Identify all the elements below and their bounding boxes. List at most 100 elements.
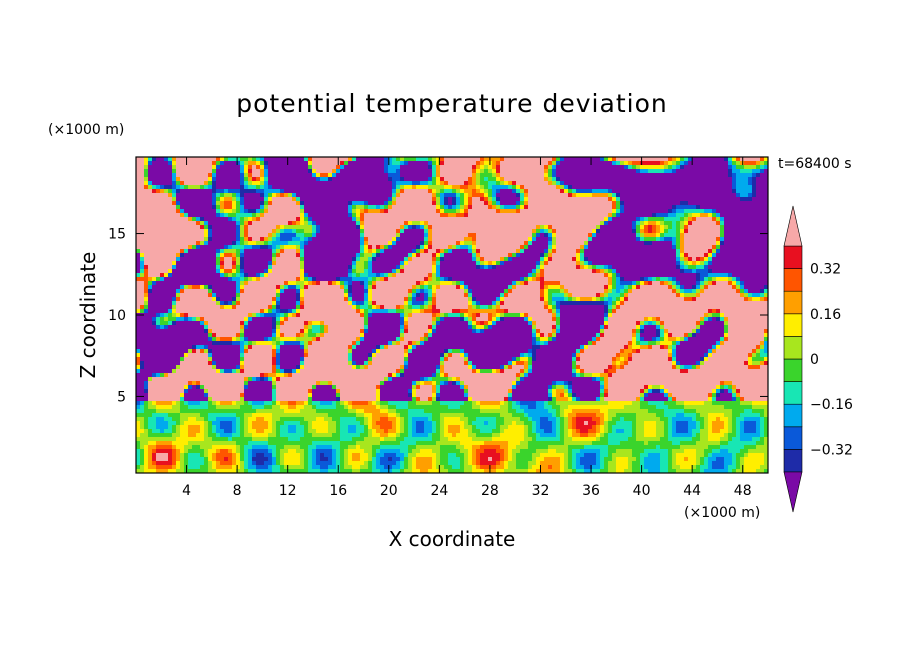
- field-cell: [616, 177, 621, 182]
- field-cell: [296, 185, 301, 190]
- field-cell: [756, 273, 761, 278]
- field-cell: [584, 157, 589, 162]
- field-cell: [140, 165, 145, 170]
- field-cell: [412, 201, 417, 206]
- field-cell: [684, 257, 689, 262]
- field-cell: [196, 273, 201, 278]
- field-cell: [260, 217, 265, 222]
- field-cell: [360, 237, 365, 242]
- field-cell: [512, 169, 517, 174]
- field-cell: [636, 245, 641, 250]
- field-cell: [472, 261, 477, 266]
- field-cell: [724, 273, 729, 278]
- field-cell: [724, 225, 729, 230]
- field-cell: [512, 277, 517, 282]
- field-cell: [328, 217, 333, 222]
- field-cell: [464, 245, 469, 250]
- field-cell: [472, 265, 477, 270]
- field-cell: [688, 189, 693, 194]
- field-cell: [732, 173, 737, 178]
- field-cell: [556, 193, 561, 198]
- field-cell: [548, 217, 553, 222]
- field-cell: [492, 249, 497, 254]
- field-cell: [676, 229, 681, 234]
- field-cell: [304, 241, 309, 246]
- field-cell: [212, 269, 217, 274]
- field-cell: [568, 209, 573, 214]
- field-cell: [160, 241, 165, 246]
- field-cell: [404, 201, 409, 206]
- field-cell: [680, 185, 685, 190]
- field-cell: [200, 257, 205, 262]
- field-cell: [300, 177, 305, 182]
- field-cell: [328, 245, 333, 250]
- field-cell: [420, 193, 425, 198]
- field-cell: [228, 221, 233, 226]
- field-cell: [392, 273, 397, 278]
- field-cell: [756, 173, 761, 178]
- field-cell: [500, 229, 505, 234]
- field-cell: [148, 209, 153, 214]
- field-cell: [588, 161, 593, 166]
- field-cell: [164, 169, 169, 174]
- field-cell: [212, 197, 217, 202]
- field-cell: [356, 189, 361, 194]
- field-cell: [628, 201, 633, 206]
- field-cell: [616, 221, 621, 226]
- field-cell: [244, 197, 249, 202]
- field-cell: [500, 189, 505, 194]
- field-cell: [704, 245, 709, 250]
- field-cell: [568, 165, 573, 170]
- field-cell: [608, 217, 613, 222]
- field-cell: [428, 201, 433, 206]
- field-cell: [744, 225, 749, 230]
- field-cell: [172, 221, 177, 226]
- field-cell: [188, 261, 193, 266]
- field-cell: [380, 269, 385, 274]
- field-cell: [500, 241, 505, 246]
- field-cell: [152, 205, 157, 210]
- field-cell: [336, 165, 341, 170]
- field-cell: [264, 261, 269, 266]
- field-cell: [148, 205, 153, 210]
- field-cell: [724, 197, 729, 202]
- field-cell: [456, 197, 461, 202]
- field-cell: [260, 197, 265, 202]
- field-cell: [304, 161, 309, 166]
- field-cell: [552, 249, 557, 254]
- field-cell: [648, 225, 653, 230]
- field-cell: [244, 161, 249, 166]
- field-cell: [572, 217, 577, 222]
- field-cell: [708, 237, 713, 242]
- field-cell: [468, 257, 473, 262]
- field-cell: [560, 205, 565, 210]
- field-cell: [692, 269, 697, 274]
- field-cell: [232, 189, 237, 194]
- field-cell: [712, 217, 717, 222]
- field-cell: [348, 161, 353, 166]
- field-cell: [680, 225, 685, 230]
- field-cell: [512, 273, 517, 278]
- field-cell: [424, 245, 429, 250]
- field-cell: [692, 237, 697, 242]
- field-cell: [732, 277, 737, 282]
- field-cell: [416, 221, 421, 226]
- field-cell: [180, 261, 185, 266]
- field-cell: [720, 233, 725, 238]
- field-cell: [468, 269, 473, 274]
- field-cell: [648, 249, 653, 254]
- field-cell: [748, 161, 753, 166]
- field-cell: [264, 193, 269, 198]
- field-cell: [368, 173, 373, 178]
- field-cell: [268, 281, 273, 286]
- field-cell: [684, 165, 689, 170]
- field-cell: [452, 237, 457, 242]
- field-cell: [252, 169, 257, 174]
- field-cell: [284, 245, 289, 250]
- field-cell: [700, 213, 705, 218]
- field-cell: [448, 269, 453, 274]
- field-cell: [172, 201, 177, 206]
- field-cell: [764, 181, 768, 186]
- field-cell: [524, 161, 529, 166]
- field-cell: [516, 209, 521, 214]
